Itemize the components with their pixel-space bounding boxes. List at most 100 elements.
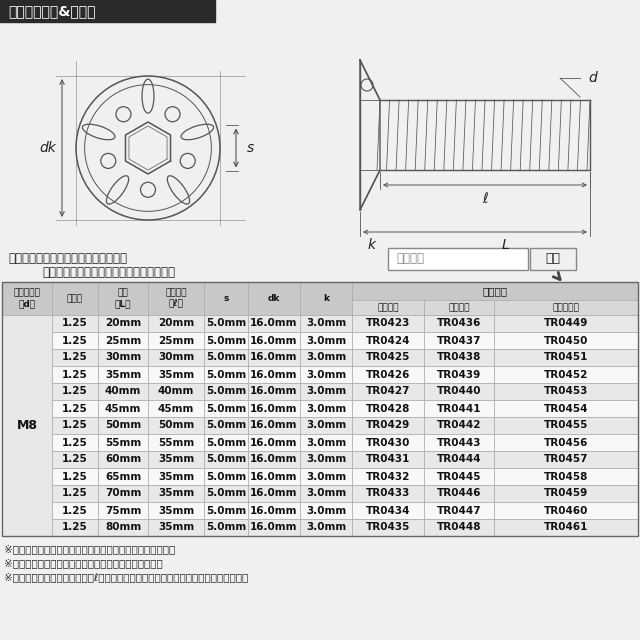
- Text: 1.25: 1.25: [62, 472, 88, 481]
- Text: TR0432: TR0432: [366, 472, 410, 481]
- Text: 5.0mm: 5.0mm: [206, 335, 246, 346]
- Text: TR0457: TR0457: [544, 454, 588, 465]
- Bar: [352, 417, 424, 434]
- Text: 1.25: 1.25: [62, 454, 88, 465]
- Text: M8: M8: [17, 419, 38, 432]
- Bar: [352, 519, 424, 536]
- Text: TR0440: TR0440: [436, 387, 481, 397]
- Bar: [52, 315, 98, 332]
- Text: 検索: 検索: [545, 253, 561, 266]
- Text: TR0450: TR0450: [544, 335, 588, 346]
- Text: 5.0mm: 5.0mm: [206, 420, 246, 431]
- Text: 5.0mm: 5.0mm: [206, 369, 246, 380]
- Bar: [52, 519, 98, 536]
- Text: 5.0mm: 5.0mm: [206, 522, 246, 532]
- Text: 20mm: 20mm: [105, 319, 141, 328]
- Bar: [352, 468, 424, 485]
- Text: 16.0mm: 16.0mm: [250, 488, 298, 499]
- Bar: [494, 332, 638, 349]
- Bar: [530, 248, 576, 270]
- Text: TR0455: TR0455: [544, 420, 588, 431]
- Bar: [148, 434, 204, 451]
- Bar: [148, 366, 204, 383]
- Bar: [424, 366, 494, 383]
- Bar: [352, 502, 424, 519]
- Text: ※記載の重量は平均値です。個体により誤差がございます。: ※記載の重量は平均値です。個体により誤差がございます。: [4, 544, 175, 554]
- Bar: [424, 300, 494, 315]
- Bar: [52, 383, 98, 400]
- Bar: [52, 349, 98, 366]
- Text: TR0461: TR0461: [544, 522, 588, 532]
- Text: 16.0mm: 16.0mm: [250, 353, 298, 362]
- Bar: [300, 468, 352, 485]
- Text: s: s: [223, 294, 228, 303]
- Bar: [52, 502, 98, 519]
- Text: TR0447: TR0447: [436, 506, 481, 515]
- Text: TR0449: TR0449: [544, 319, 588, 328]
- Bar: [352, 366, 424, 383]
- Bar: [204, 400, 248, 417]
- Bar: [352, 434, 424, 451]
- Text: 3.0mm: 3.0mm: [306, 488, 346, 499]
- Text: 3.0mm: 3.0mm: [306, 353, 346, 362]
- Bar: [300, 434, 352, 451]
- Bar: [52, 417, 98, 434]
- Bar: [248, 502, 300, 519]
- Text: TR0451: TR0451: [544, 353, 588, 362]
- Bar: [98, 519, 148, 536]
- Bar: [148, 315, 204, 332]
- Text: 35mm: 35mm: [158, 454, 194, 465]
- Text: TR0434: TR0434: [365, 506, 410, 515]
- Bar: [424, 434, 494, 451]
- Bar: [98, 434, 148, 451]
- Text: TR0436: TR0436: [437, 319, 481, 328]
- Bar: [98, 349, 148, 366]
- Text: 16.0mm: 16.0mm: [250, 472, 298, 481]
- Bar: [352, 400, 424, 417]
- Bar: [2, 282, 52, 315]
- Text: 55mm: 55mm: [105, 438, 141, 447]
- Bar: [248, 332, 300, 349]
- Bar: [300, 519, 352, 536]
- Bar: [98, 315, 148, 332]
- Text: 45mm: 45mm: [158, 403, 194, 413]
- Text: TR0424: TR0424: [365, 335, 410, 346]
- Bar: [424, 332, 494, 349]
- Text: 1.25: 1.25: [62, 420, 88, 431]
- Bar: [0, 0, 215, 22]
- Bar: [148, 451, 204, 468]
- Text: TR0442: TR0442: [436, 420, 481, 431]
- Bar: [248, 400, 300, 417]
- Text: 60mm: 60mm: [105, 454, 141, 465]
- Text: TR0445: TR0445: [436, 472, 481, 481]
- Text: 3.0mm: 3.0mm: [306, 369, 346, 380]
- Text: 40mm: 40mm: [158, 387, 194, 397]
- Bar: [424, 502, 494, 519]
- Bar: [98, 417, 148, 434]
- Text: 1.25: 1.25: [62, 438, 88, 447]
- Text: TR0438: TR0438: [437, 353, 481, 362]
- Bar: [494, 485, 638, 502]
- Text: 3.0mm: 3.0mm: [306, 420, 346, 431]
- Text: 16.0mm: 16.0mm: [250, 369, 298, 380]
- Text: 25mm: 25mm: [105, 335, 141, 346]
- Bar: [148, 417, 204, 434]
- Bar: [300, 485, 352, 502]
- Text: TR0426: TR0426: [366, 369, 410, 380]
- Text: s: s: [246, 141, 253, 155]
- Bar: [204, 282, 248, 315]
- Text: TR0441: TR0441: [436, 403, 481, 413]
- Bar: [148, 485, 204, 502]
- Text: 70mm: 70mm: [105, 488, 141, 499]
- Bar: [300, 349, 352, 366]
- Text: TR0460: TR0460: [544, 506, 588, 515]
- Text: 35mm: 35mm: [158, 369, 194, 380]
- Bar: [424, 519, 494, 536]
- Text: 3.0mm: 3.0mm: [306, 335, 346, 346]
- Text: 40mm: 40mm: [105, 387, 141, 397]
- Text: 1.25: 1.25: [62, 369, 88, 380]
- Bar: [424, 400, 494, 417]
- Bar: [204, 417, 248, 434]
- Bar: [494, 417, 638, 434]
- Bar: [204, 383, 248, 400]
